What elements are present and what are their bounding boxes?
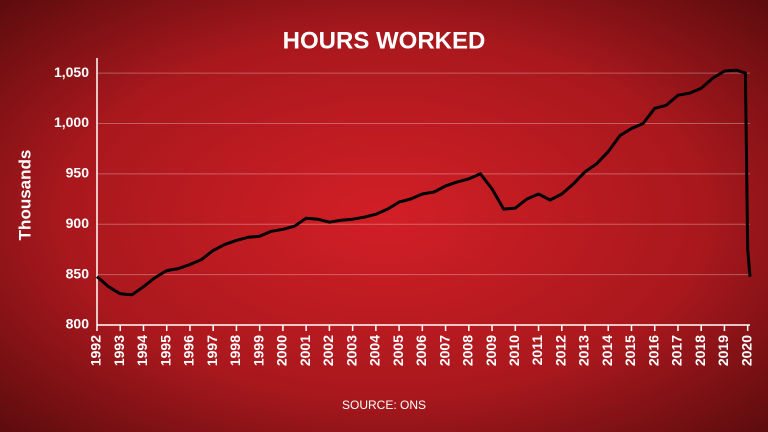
x-tick-label: 2015 — [622, 335, 638, 366]
x-tick-label: 1997 — [204, 335, 220, 366]
x-tick-label: 2008 — [460, 335, 476, 366]
y-tick-label: 800 — [66, 316, 90, 332]
chart-title: HOURS WORKED — [283, 27, 486, 54]
x-tick-label: 1999 — [250, 335, 266, 366]
x-tick-label: 2003 — [343, 335, 359, 366]
x-tick-label: 2011 — [529, 335, 545, 366]
x-tick-label: 2005 — [390, 335, 406, 366]
x-tick-label: 2001 — [297, 335, 313, 366]
y-tick-label: 950 — [66, 165, 90, 181]
x-tick-label: 2013 — [576, 335, 592, 366]
x-tick-label: 2004 — [367, 335, 383, 366]
x-tick-label: 2019 — [715, 335, 731, 366]
x-tick-label: 1994 — [134, 335, 150, 366]
x-tick-label: 2016 — [645, 335, 661, 366]
x-tick-label: 1996 — [181, 335, 197, 366]
y-tick-label: 900 — [66, 215, 90, 231]
y-tick-label: 1,050 — [54, 64, 89, 80]
y-tick-label: 850 — [66, 265, 90, 281]
x-tick-label: 2020 — [738, 335, 754, 366]
y-tick-label: 1,000 — [54, 114, 89, 130]
x-tick-label: 2000 — [274, 335, 290, 366]
source: SOURCE: ONS — [342, 398, 426, 412]
data-line — [96, 68, 752, 297]
x-tick-label: 2017 — [669, 335, 685, 366]
y-axis-label: Thousands — [15, 150, 34, 241]
x-tick-label: 2010 — [506, 335, 522, 366]
x-tick-label: 1993 — [111, 335, 127, 366]
x-tick-label: 1995 — [157, 335, 173, 366]
x-tick-label: 1992 — [88, 335, 104, 366]
x-tick-label: 2007 — [436, 335, 452, 366]
x-tick-label: 2014 — [599, 335, 615, 366]
x-tick-label: 2018 — [692, 335, 708, 366]
x-tick-label: 1998 — [227, 335, 243, 366]
x-tick-label: 2009 — [483, 335, 499, 366]
x-tick-label: 2012 — [552, 335, 568, 366]
x-tick-label: 2002 — [320, 335, 336, 366]
x-tick-label: 2006 — [413, 335, 429, 366]
